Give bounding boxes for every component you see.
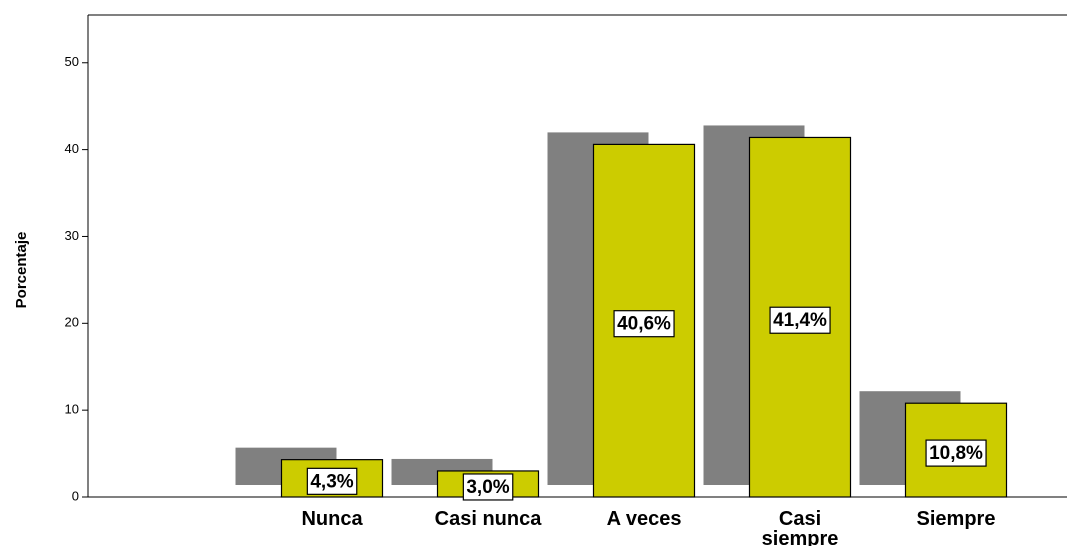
x-tick-label: Casi nunca [434, 509, 542, 530]
value-label-box: 10,8% [925, 439, 987, 467]
y-tick-label: 40 [65, 141, 79, 156]
x-tick-label-wrap: Nunca [301, 509, 363, 530]
y-tick-label: 20 [65, 315, 79, 330]
value-label: 3,0% [466, 477, 509, 498]
y-tick-label: 30 [65, 228, 79, 243]
y-tick-label: 50 [65, 54, 79, 69]
value-label-box: 4,3% [306, 467, 358, 495]
x-tick-label: A veces [606, 509, 682, 530]
value-label: 10,8% [929, 443, 983, 464]
y-tick-label: 0 [72, 488, 79, 503]
value-label: 4,3% [310, 471, 353, 492]
value-label-bg [769, 306, 831, 334]
x-tick-label: Nunca [301, 509, 363, 530]
x-tick-label-wrap: Siempre [916, 509, 996, 530]
y-axis-label: Porcentaje [13, 232, 30, 309]
value-label-box: 3,0% [462, 473, 514, 501]
value-label-bg [306, 467, 358, 495]
value-label-box: 41,4% [769, 306, 831, 334]
x-tick-label-wrap: Casi nunca [434, 509, 542, 530]
y-tick-label: 10 [65, 402, 79, 417]
value-label-bg [613, 310, 675, 338]
x-tick-label-wrap: Casi siempre [761, 509, 839, 546]
value-label-bg [462, 473, 514, 501]
x-tick-label: Siempre [916, 509, 996, 530]
x-tick-label: Casi siempre [761, 509, 839, 546]
x-tick-label-wrap: A veces [606, 509, 682, 530]
value-label-bg [925, 439, 987, 467]
value-label: 41,4% [773, 310, 827, 331]
value-label-box: 40,6% [613, 310, 675, 338]
value-label: 40,6% [617, 314, 671, 335]
